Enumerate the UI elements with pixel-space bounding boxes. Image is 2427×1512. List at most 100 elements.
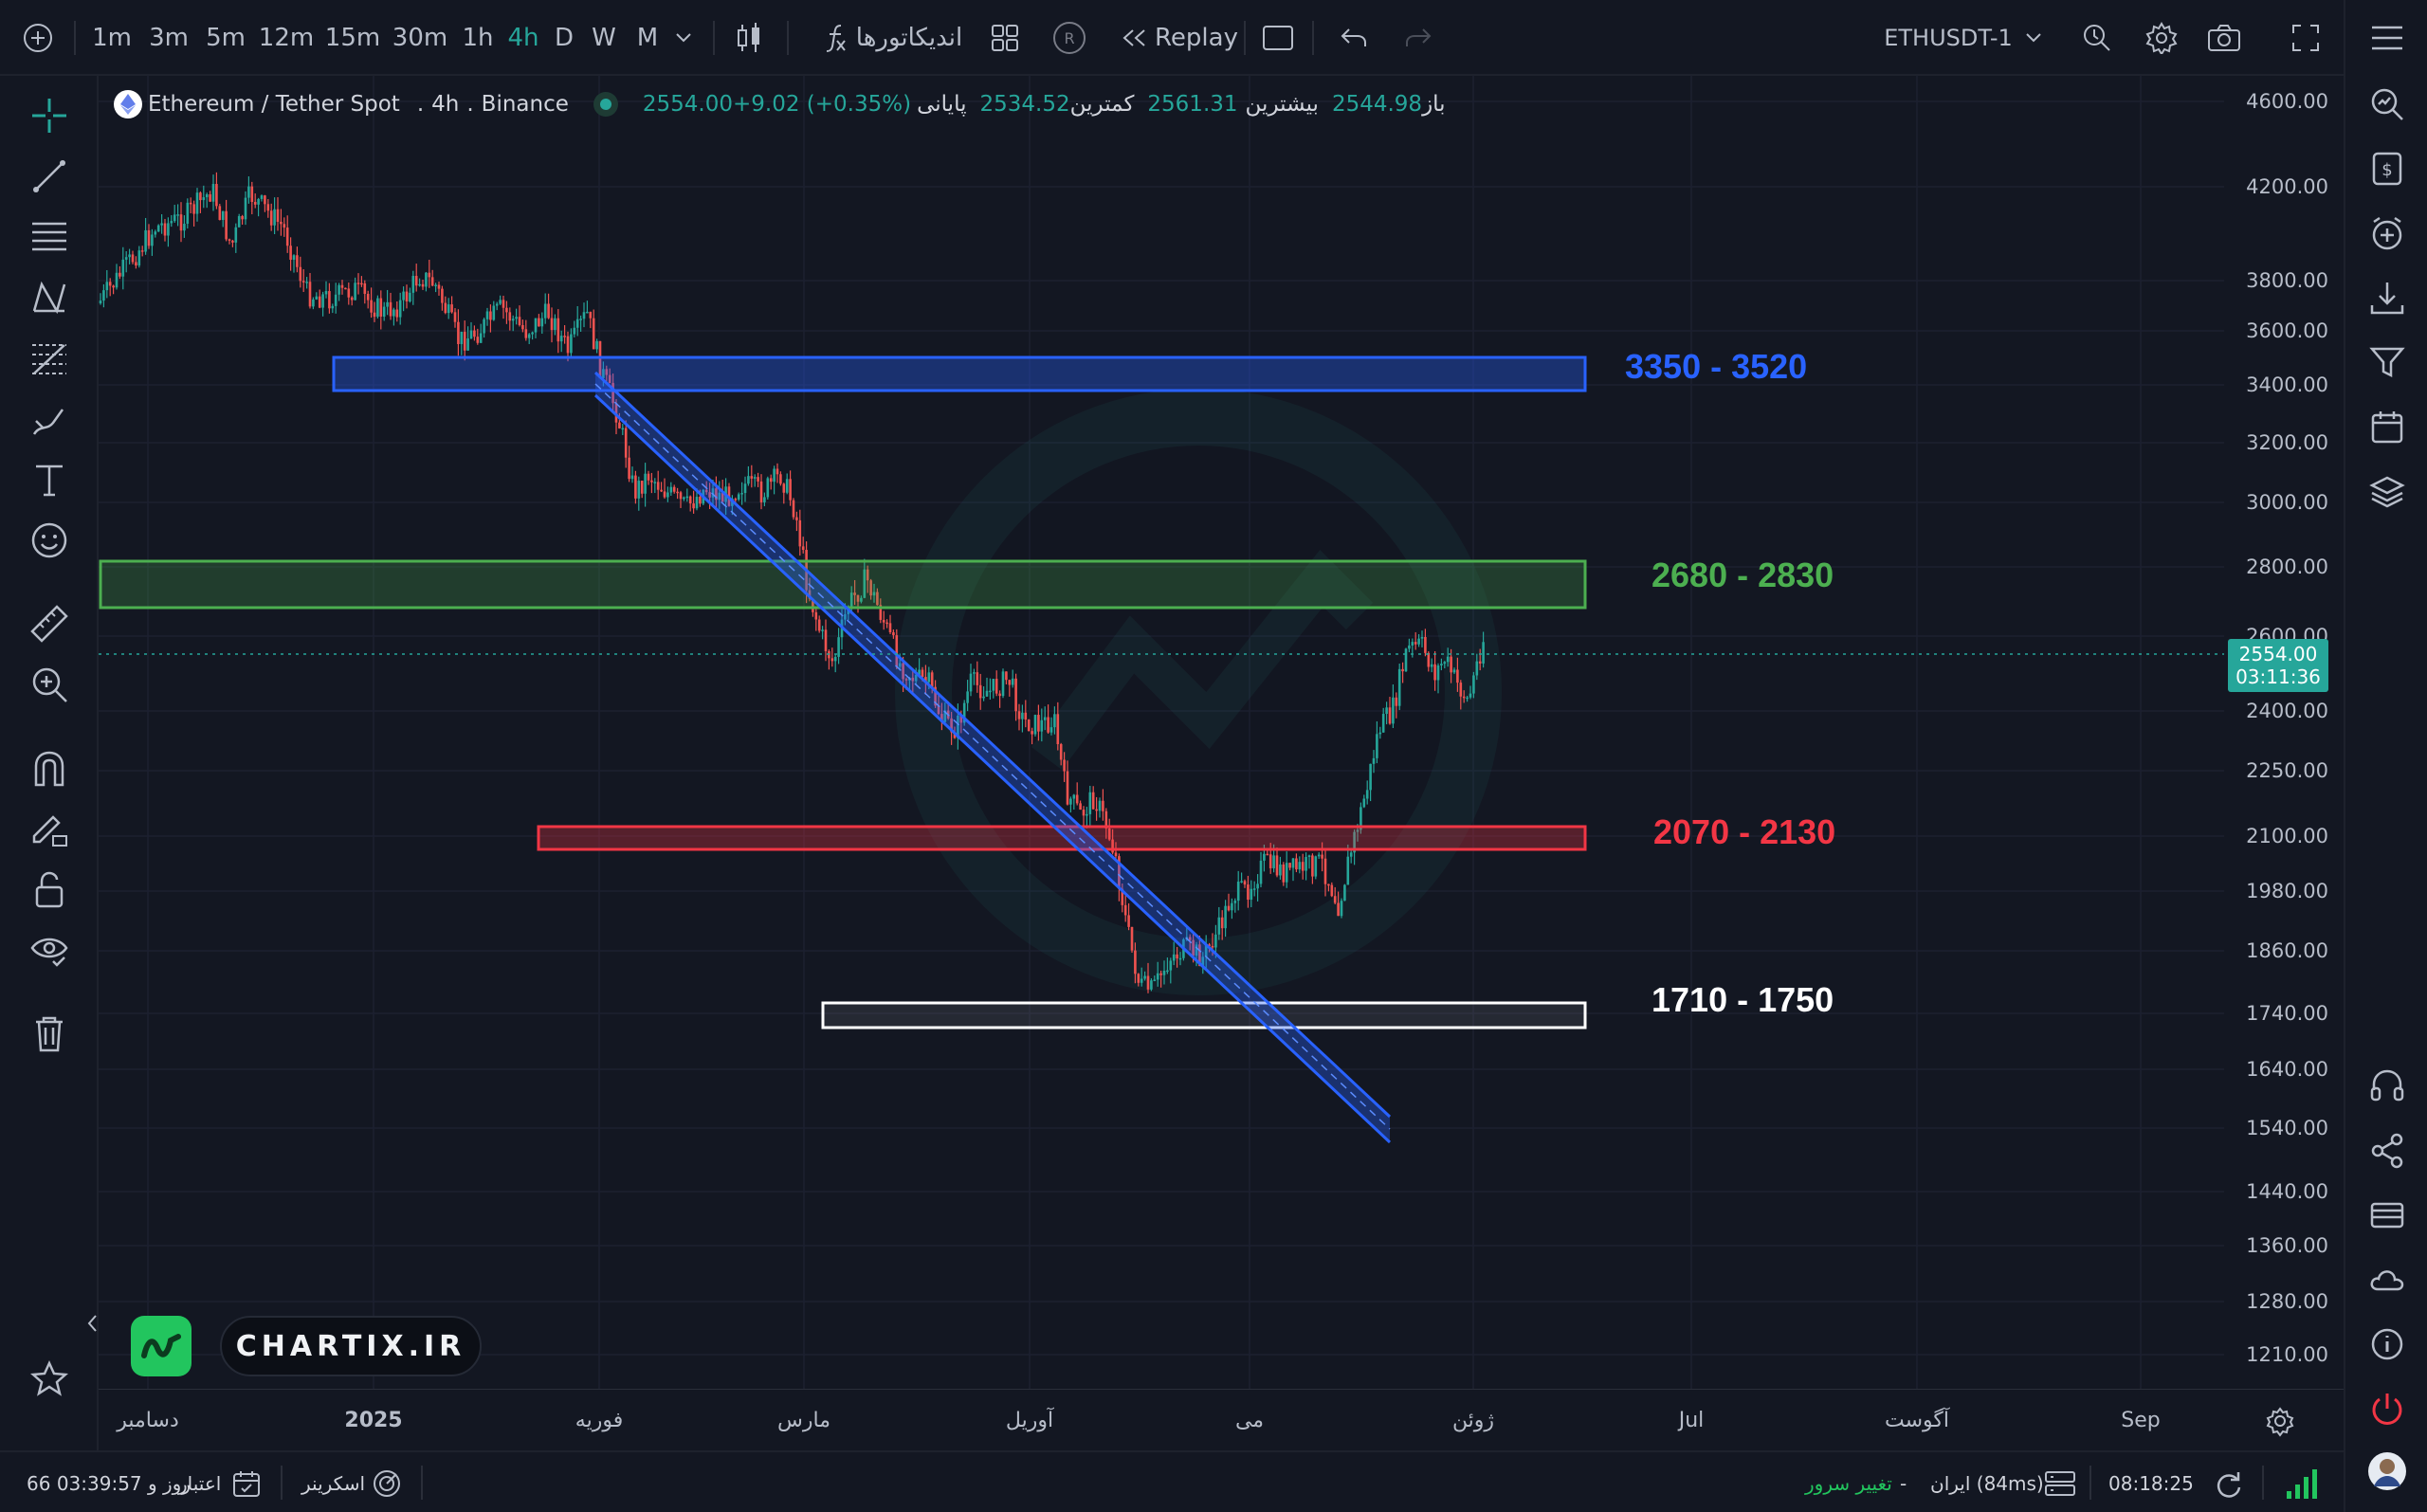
cloud-icon[interactable] (2361, 1253, 2414, 1306)
candle-body (1436, 665, 1440, 681)
filter-icon[interactable] (2361, 336, 2414, 389)
candle-body (344, 287, 347, 290)
horizontal-lines-icon[interactable] (23, 210, 76, 264)
search-chart-icon[interactable] (2361, 78, 2414, 131)
layout-grid-icon[interactable] (986, 0, 1024, 76)
info-icon[interactable] (2361, 1318, 2414, 1371)
time-axis[interactable]: دسامبر 2025 فوریه مارس آوریل می ژوئن Jul… (99, 1389, 2344, 1450)
candle-body (1397, 668, 1401, 706)
candle-body (882, 619, 885, 623)
lock-icon[interactable] (23, 863, 76, 916)
candle-body (285, 228, 289, 246)
interval-4h[interactable]: 4h (507, 24, 539, 52)
function-icon[interactable] (817, 0, 855, 76)
text-icon[interactable] (23, 453, 76, 506)
interval-m[interactable]: M (636, 24, 659, 52)
interval-5m[interactable]: 5m (206, 24, 246, 52)
magnet-icon[interactable] (23, 741, 76, 794)
interval-15m[interactable]: 15m (324, 24, 381, 52)
calendar-icon[interactable] (2361, 400, 2414, 453)
zone-box-1710-1750[interactable] (821, 1001, 1587, 1029)
menu-icon[interactable] (2361, 11, 2414, 64)
screener-label[interactable]: اسکرینر (301, 1471, 366, 1495)
fib-icon[interactable] (23, 332, 76, 385)
calendar-check-icon[interactable] (231, 1452, 262, 1512)
change-server-link[interactable]: تغییر سرور (1805, 1471, 1892, 1495)
emoji-icon[interactable] (23, 514, 76, 567)
add-symbol-icon[interactable] (17, 0, 59, 76)
chart-pane[interactable] (99, 76, 2224, 1389)
symbol-selector[interactable]: ETHUSDT-1 (1884, 25, 2013, 51)
server-icon[interactable] (2044, 1452, 2076, 1512)
dollar-icon[interactable]: $ (2361, 142, 2414, 195)
rectangle-icon[interactable] (1257, 0, 1299, 76)
eye-icon[interactable] (23, 923, 76, 976)
candle-body (266, 204, 270, 211)
ruler-icon[interactable] (23, 597, 76, 650)
candle-body (582, 312, 586, 319)
zone-box-3350-3520[interactable] (332, 355, 1587, 392)
card-icon[interactable] (2361, 1189, 2414, 1242)
add-alert-icon[interactable] (2361, 207, 2414, 260)
candle-body (247, 186, 250, 198)
interval-12m[interactable]: 12m (258, 24, 315, 52)
gear-icon[interactable] (2141, 0, 2182, 76)
candle-body (167, 223, 170, 236)
zone-box-2680-2830[interactable] (99, 559, 1587, 610)
trash-icon[interactable] (23, 1007, 76, 1060)
candle-body (299, 266, 302, 282)
chevron-down-icon[interactable] (2019, 0, 2048, 76)
download-icon[interactable] (2361, 271, 2414, 324)
crosshair-icon[interactable] (23, 89, 76, 142)
zone-label-3350-3520[interactable]: 3350 - 3520 (1625, 347, 1808, 386)
pencil-lock-icon[interactable] (23, 802, 76, 855)
candle-body (531, 332, 534, 335)
interval-1h[interactable]: 1h (462, 24, 494, 52)
radar-icon[interactable] (372, 1452, 402, 1512)
interval-1m[interactable]: 1m (92, 24, 132, 52)
collapse-arrow-icon[interactable] (85, 1310, 100, 1337)
interval-d[interactable]: D (554, 24, 575, 52)
interval-w[interactable]: W (592, 24, 616, 52)
refresh-icon[interactable] (2213, 1452, 2243, 1512)
redo-icon[interactable] (1397, 0, 1439, 76)
zone-label-2680-2830[interactable]: 2680 - 2830 (1651, 556, 1834, 594)
alert-icon[interactable] (2076, 0, 2118, 76)
legend-title[interactable]: Ethereum / Tether Spot (148, 92, 400, 117)
zoom-in-icon[interactable] (23, 658, 76, 711)
price-tick-label: 1440.00 (2246, 1180, 2328, 1203)
star-icon[interactable] (23, 1352, 76, 1405)
replay-button[interactable]: Replay (1155, 24, 1238, 52)
fullscreen-icon[interactable] (2285, 0, 2327, 76)
axis-settings-icon[interactable] (2264, 1405, 2296, 1437)
replay-icon[interactable] (1115, 0, 1153, 76)
candle-body (1430, 664, 1433, 667)
candle-body (135, 262, 137, 266)
candle-body (476, 337, 480, 343)
r-badge-icon[interactable]: R (1049, 0, 1090, 76)
camera-icon[interactable] (2203, 0, 2245, 76)
interval-30m[interactable]: 30m (392, 24, 448, 52)
zone-box-2070-2130[interactable] (537, 825, 1587, 851)
avatar[interactable] (2361, 1445, 2414, 1498)
price-axis[interactable]: 4600.00 4200.00 3800.00 3600.00 3400.00 3200.… (2224, 76, 2344, 1389)
power-icon[interactable] (2361, 1382, 2414, 1435)
zone-label-2070-2130[interactable]: 2070 - 2130 (1653, 812, 1836, 851)
trend-line-icon[interactable] (23, 150, 76, 203)
descending-channel[interactable] (593, 371, 1392, 1144)
indicators-button[interactable]: اندیکاتورها (855, 24, 963, 52)
chevron-down-icon[interactable] (669, 0, 698, 76)
candle-body (557, 318, 560, 342)
candle-style-icon[interactable] (730, 0, 768, 76)
candle-body (743, 483, 747, 494)
support-icon[interactable] (2361, 1060, 2414, 1113)
layers-icon[interactable] (2361, 465, 2414, 518)
candle-body (1359, 807, 1362, 830)
interval-3m[interactable]: 3m (149, 24, 189, 52)
share-icon[interactable] (2361, 1124, 2414, 1177)
undo-icon[interactable] (1333, 0, 1375, 76)
candlestick-chart[interactable] (99, 76, 2224, 1389)
brush-icon[interactable] (23, 392, 76, 446)
zone-label-1710-1750[interactable]: 1710 - 1750 (1651, 980, 1834, 1019)
pattern-icon[interactable] (23, 271, 76, 324)
